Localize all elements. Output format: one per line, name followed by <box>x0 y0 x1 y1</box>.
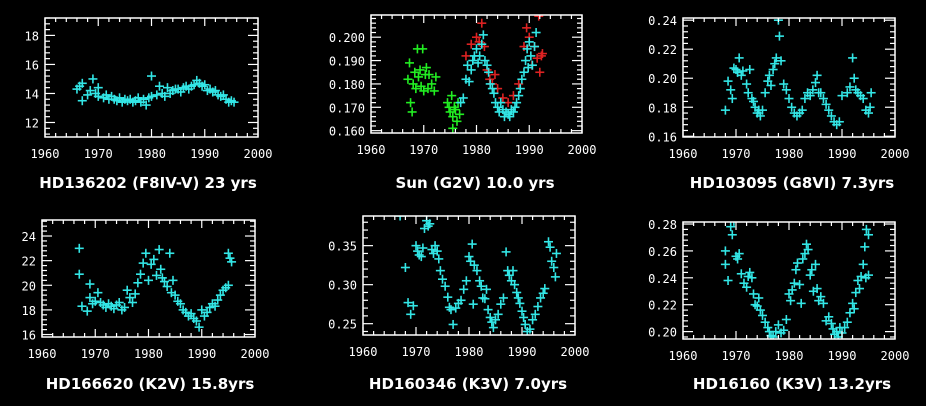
y-tick-label: 16 <box>22 329 36 343</box>
y-tick-label: 0.170 <box>329 101 365 115</box>
y-tick-label: 18 <box>22 304 36 318</box>
x-tick-label: 1980 <box>462 143 491 157</box>
data-points <box>720 18 876 130</box>
series-data <box>72 71 239 110</box>
x-tick-label: 2000 <box>244 147 273 161</box>
x-tick-label: 1990 <box>187 347 216 361</box>
x-tick-label: 2000 <box>241 347 270 361</box>
x-tick-label: 1990 <box>190 147 219 161</box>
panel-sun: 1960 1970 1980 1990 2000 0.160 0.170 0.180 0.190… <box>329 14 597 192</box>
data-points <box>403 15 547 133</box>
x-tick-label: 1970 <box>722 147 751 161</box>
tick-marks <box>362 216 576 335</box>
data-points <box>74 243 237 332</box>
y-tick-label: 0.160 <box>329 125 365 139</box>
x-tick-label: 1980 <box>134 347 163 361</box>
data-points <box>395 216 561 335</box>
y-tick-label: 12 <box>25 116 39 130</box>
panel-title: HD103095 (G8VI) 7.3yrs <box>690 174 894 192</box>
x-tick-label: 1970 <box>81 347 110 361</box>
x-tick-label: 1990 <box>828 349 857 363</box>
plot-area: 1960 1970 1980 1990 2000 0.25 0.30 0.35 <box>328 215 590 359</box>
panel-title: HD16160 (K3V) 13.2yrs <box>693 375 891 393</box>
x-tick-label: 1990 <box>828 147 857 161</box>
x-tick-label: 1980 <box>455 345 484 359</box>
plot-area: 1960 1970 1980 1990 2000 16 18 20 22 24 <box>22 219 270 361</box>
y-tick-label: 0.22 <box>648 299 677 313</box>
y-tick-label: 0.22 <box>648 43 677 57</box>
panel-hd160346: 1960 1970 1980 1990 2000 0.25 0.30 0.35 HD16034… <box>328 215 590 393</box>
x-tick-label: 1960 <box>357 143 386 157</box>
plot-area: 1960 1970 1980 1990 2000 12 14 16 18 <box>25 17 273 161</box>
plot-area: 1960 1970 1980 1990 2000 0.160 0.170 0.180 0.190… <box>329 14 597 157</box>
x-tick-label: 1970 <box>402 345 431 359</box>
panel-title: HD136202 (F8IV-V) 23 yrs <box>39 174 257 192</box>
y-tick-label: 0.28 <box>648 218 677 232</box>
x-tick-label: 1970 <box>409 143 438 157</box>
x-tick-label: 1960 <box>669 147 698 161</box>
tick-marks <box>41 220 256 337</box>
tick-marks <box>682 222 896 339</box>
data-points <box>720 222 873 339</box>
y-tick-label: 0.180 <box>329 78 365 92</box>
tick-marks <box>44 17 259 137</box>
x-tick-label: 2000 <box>881 147 910 161</box>
y-tick-label: 0.190 <box>329 55 365 69</box>
y-tick-label: 16 <box>25 58 39 72</box>
series-data <box>720 18 876 130</box>
y-tick-label: 0.16 <box>648 130 677 144</box>
tick-marks <box>370 15 583 133</box>
x-tick-label: 1960 <box>669 349 698 363</box>
y-tick-label: 0.20 <box>648 326 677 340</box>
y-tick-label: 14 <box>25 87 39 101</box>
y-tick-label: 0.35 <box>328 240 357 254</box>
x-tick-label: 1960 <box>28 347 57 361</box>
panel-hd16160: 1960 1970 1980 1990 2000 0.20 0.22 0.24 0.26 0.28… <box>648 218 910 393</box>
series-recent <box>456 28 541 122</box>
series-data <box>395 216 561 335</box>
x-tick-label: 2000 <box>881 349 910 363</box>
x-tick-label: 1990 <box>515 143 544 157</box>
series-data <box>74 243 237 332</box>
panel-hd103095: 1960 1970 1980 1990 2000 0.16 0.18 0.20 0.22 0.24… <box>648 14 909 192</box>
panel-title: HD166620 (K2V) 15.8yrs <box>46 375 255 393</box>
x-tick-label: 2000 <box>568 143 597 157</box>
data-points <box>72 71 239 110</box>
y-tick-label: 0.18 <box>648 101 677 115</box>
plot-area: 1960 1970 1980 1990 2000 0.20 0.22 0.24 0.26 0.28 <box>648 218 910 363</box>
x-tick-label: 1990 <box>508 345 537 359</box>
x-tick-label: 1980 <box>775 349 804 363</box>
y-tick-label: 0.25 <box>328 318 357 332</box>
panel-title: Sun (G2V) 10.0 yrs <box>395 174 554 192</box>
panel-title: HD160346 (K3V) 7.0yrs <box>369 375 567 393</box>
x-tick-label: 1980 <box>137 147 166 161</box>
panel-hd166620: 1960 1970 1980 1990 2000 16 18 20 22 24 HD166620 … <box>22 219 270 393</box>
plot-area: 1960 1970 1980 1990 2000 0.16 0.18 0.20 0.22 0.24 <box>648 14 909 161</box>
series-data <box>720 222 873 339</box>
y-tick-label: 0.20 <box>648 72 677 86</box>
y-tick-label: 24 <box>22 230 36 244</box>
x-tick-label: 1970 <box>84 147 113 161</box>
series-early <box>403 44 465 133</box>
y-tick-label: 18 <box>25 29 39 43</box>
y-tick-label: 0.24 <box>648 272 677 286</box>
x-tick-label: 1970 <box>722 349 751 363</box>
x-tick-label: 1980 <box>775 147 804 161</box>
y-tick-label: 0.30 <box>328 279 357 293</box>
y-tick-label: 20 <box>22 279 36 293</box>
x-tick-label: 2000 <box>561 345 590 359</box>
panel-hd136202: 1960 1970 1980 1990 2000 12 14 16 18 HD136202 (F… <box>25 17 273 192</box>
y-tick-label: 0.26 <box>648 245 677 259</box>
x-tick-label: 1960 <box>349 345 378 359</box>
y-tick-label: 22 <box>22 255 36 269</box>
y-tick-label: 0.200 <box>329 31 365 45</box>
tick-marks <box>682 18 896 137</box>
x-tick-label: 1960 <box>31 147 60 161</box>
y-tick-label: 0.24 <box>648 14 677 28</box>
